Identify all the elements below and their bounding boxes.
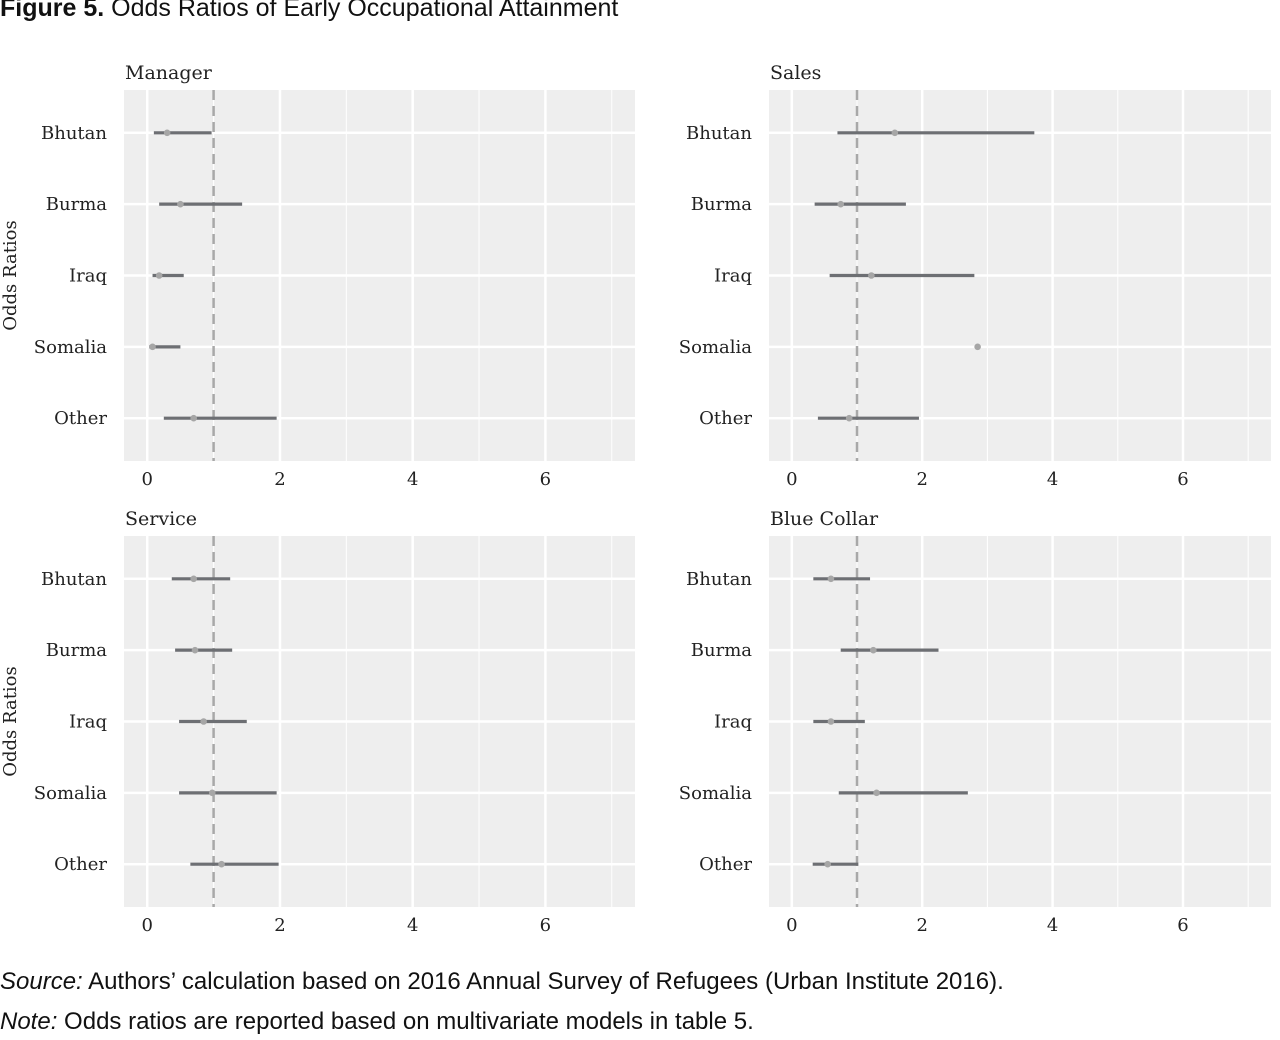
y-tick-label: Iraq [69, 266, 107, 287]
x-tick-label: 4 [407, 469, 418, 490]
source-label: Source: [0, 968, 83, 995]
y-tick-label: Burma [691, 640, 752, 661]
note-text: Odds ratios are reported based on multiv… [64, 1008, 754, 1035]
y-tick-label: Somalia [679, 783, 752, 804]
point-estimate-somalia [208, 789, 216, 797]
x-tick-label: 2 [274, 915, 285, 936]
x-tick-label: 0 [142, 915, 153, 936]
forest-plot-chart: Bhutan Burma Iraq Somalia Other 0 2 4 6 Manager Od… [0, 62, 1271, 936]
x-tick-label: 2 [916, 915, 927, 936]
x-tick-label: 0 [142, 469, 153, 490]
source-note: Source: Authors’ calculation based on 20… [0, 968, 1004, 996]
x-tick-label: 4 [407, 915, 418, 936]
y-tick-label: Other [54, 408, 107, 429]
panel-title: Sales [770, 62, 821, 84]
x-tick-label: 6 [1177, 915, 1188, 936]
point-estimate-burma [191, 646, 199, 654]
point-estimate-bhutan [190, 575, 197, 583]
y-tick-label: Iraq [714, 266, 752, 287]
panel-manager: Bhutan Burma Iraq Somalia Other 0 2 4 6 Manager Od… [0, 62, 635, 490]
y-tick-label: Burma [46, 640, 107, 661]
note-label: Note: [0, 1008, 58, 1035]
figure-label: Figure 5. [0, 0, 105, 22]
y-tick-label: Bhutan [41, 569, 107, 590]
y-tick-label: Somalia [34, 783, 107, 804]
point-estimate-burma [870, 646, 877, 654]
x-tick-label: 0 [786, 469, 797, 490]
y-tick-label: Bhutan [686, 569, 752, 590]
y-tick-label: Somalia [679, 337, 752, 358]
y-tick-label: Iraq [69, 712, 107, 733]
figure-title-text: Odds Ratios of Early Occupational Attain… [111, 0, 619, 22]
point-estimate-iraq [200, 718, 207, 725]
point-estimate-bhutan [827, 575, 835, 583]
source-text: Authors’ calculation based on 2016 Annua… [88, 968, 1004, 995]
panel-title: Service [125, 508, 197, 530]
x-tick-label: 2 [274, 469, 285, 490]
panel-sales: Bhutan Burma Iraq Somalia Other 0 2 4 6 Sales [679, 62, 1271, 490]
point-estimate-other [845, 414, 853, 422]
note: Note: Odds ratios are reported based on … [0, 1008, 754, 1036]
panel-blue-collar: Bhutan Burma Iraq Somalia Other 0 2 4 6 Blue Coll… [679, 508, 1271, 936]
x-tick-label: 6 [540, 469, 551, 490]
x-tick-label: 2 [916, 469, 927, 490]
y-tick-label: Bhutan [686, 123, 752, 144]
point-estimate-somalia [149, 343, 156, 351]
point-estimate-other [190, 414, 197, 422]
point-estimate-iraq [155, 272, 163, 279]
point-estimate-burma [837, 200, 845, 208]
y-axis-label: Odds Ratios [0, 220, 21, 331]
panel-title: Blue Collar [770, 508, 879, 530]
point-estimate-iraq [827, 718, 835, 725]
y-tick-label: Other [54, 854, 107, 875]
point-estimate-bhutan [891, 129, 899, 137]
point-estimate-somalia [974, 343, 981, 351]
y-tick-label: Somalia [34, 337, 107, 358]
point-estimate-burma [177, 200, 184, 208]
point-estimate-somalia [873, 789, 880, 797]
x-tick-label: 4 [1047, 915, 1058, 936]
x-tick-label: 0 [786, 915, 797, 936]
y-tick-label: Other [699, 854, 752, 875]
point-estimate-other [824, 860, 831, 868]
y-tick-label: Burma [46, 194, 107, 215]
x-tick-label: 4 [1047, 469, 1058, 490]
y-tick-label: Bhutan [41, 123, 107, 144]
point-estimate-iraq [868, 272, 875, 279]
point-estimate-bhutan [163, 129, 171, 137]
point-estimate-other [218, 860, 225, 868]
x-tick-label: 6 [540, 915, 551, 936]
y-tick-label: Iraq [714, 712, 752, 733]
y-axis-label: Odds Ratios [0, 666, 21, 777]
panel-title: Manager [125, 62, 213, 84]
panel-service: Bhutan Burma Iraq Somalia Other 0 2 4 6 Service Od… [0, 508, 635, 936]
y-tick-label: Other [699, 408, 752, 429]
x-tick-label: 6 [1177, 469, 1188, 490]
figure-title: Figure 5. Odds Ratios of Early Occupatio… [0, 0, 618, 23]
y-tick-label: Burma [691, 194, 752, 215]
